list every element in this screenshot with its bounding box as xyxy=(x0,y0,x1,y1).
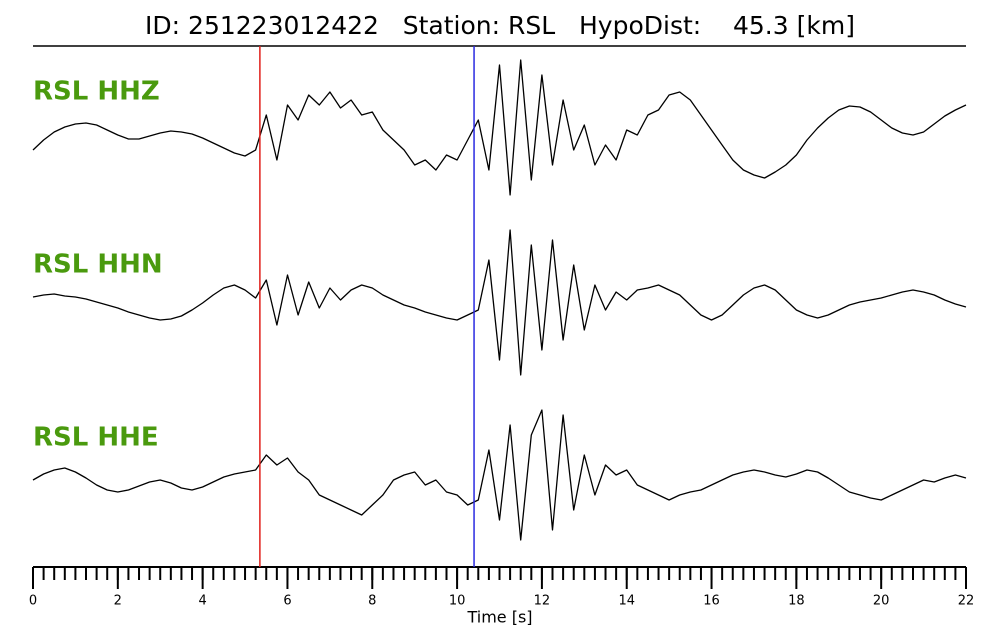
x-tick-label: 6 xyxy=(283,594,291,609)
x-tick-label: 4 xyxy=(198,594,206,609)
x-tick-label: 10 xyxy=(449,594,466,609)
x-tick-label: 8 xyxy=(368,594,376,609)
x-tick-label: 12 xyxy=(534,594,551,609)
trace-label: RSL HHE xyxy=(33,423,159,453)
x-tick-label: 14 xyxy=(618,594,635,609)
trace-label: RSL HHZ xyxy=(33,77,160,107)
x-tick-label: 22 xyxy=(958,594,975,609)
waveform xyxy=(32,229,967,376)
x-axis-label: Time [s] xyxy=(466,608,532,627)
x-tick-label: 20 xyxy=(873,594,890,609)
x-tick-label: 0 xyxy=(29,594,37,609)
trace-label: RSL HHN xyxy=(33,250,163,280)
x-tick-label: 18 xyxy=(788,594,805,609)
x-tick-label: 16 xyxy=(703,594,720,609)
chart-title: ID: 251223012422 Station: RSL HypoDist: … xyxy=(145,11,855,40)
x-tick-label: 2 xyxy=(114,594,122,609)
waveform xyxy=(32,409,967,541)
waveform xyxy=(32,59,967,196)
